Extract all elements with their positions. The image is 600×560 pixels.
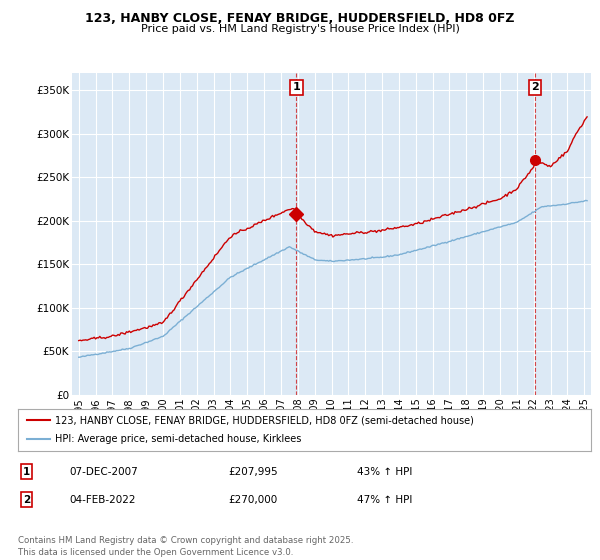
Text: 1: 1 <box>23 466 30 477</box>
Text: Contains HM Land Registry data © Crown copyright and database right 2025.
This d: Contains HM Land Registry data © Crown c… <box>18 536 353 557</box>
Text: 2: 2 <box>531 82 539 92</box>
Text: 43% ↑ HPI: 43% ↑ HPI <box>357 466 412 477</box>
Text: HPI: Average price, semi-detached house, Kirklees: HPI: Average price, semi-detached house,… <box>55 435 302 445</box>
Text: Price paid vs. HM Land Registry's House Price Index (HPI): Price paid vs. HM Land Registry's House … <box>140 24 460 34</box>
Text: 07-DEC-2007: 07-DEC-2007 <box>69 466 138 477</box>
Text: 123, HANBY CLOSE, FENAY BRIDGE, HUDDERSFIELD, HD8 0FZ (semi-detached house): 123, HANBY CLOSE, FENAY BRIDGE, HUDDERSF… <box>55 415 474 425</box>
Text: 04-FEB-2022: 04-FEB-2022 <box>69 494 136 505</box>
Text: 123, HANBY CLOSE, FENAY BRIDGE, HUDDERSFIELD, HD8 0FZ: 123, HANBY CLOSE, FENAY BRIDGE, HUDDERSF… <box>85 12 515 25</box>
Text: 47% ↑ HPI: 47% ↑ HPI <box>357 494 412 505</box>
Text: £270,000: £270,000 <box>228 494 277 505</box>
Text: £207,995: £207,995 <box>228 466 278 477</box>
Text: 2: 2 <box>23 494 30 505</box>
Text: 1: 1 <box>293 82 301 92</box>
